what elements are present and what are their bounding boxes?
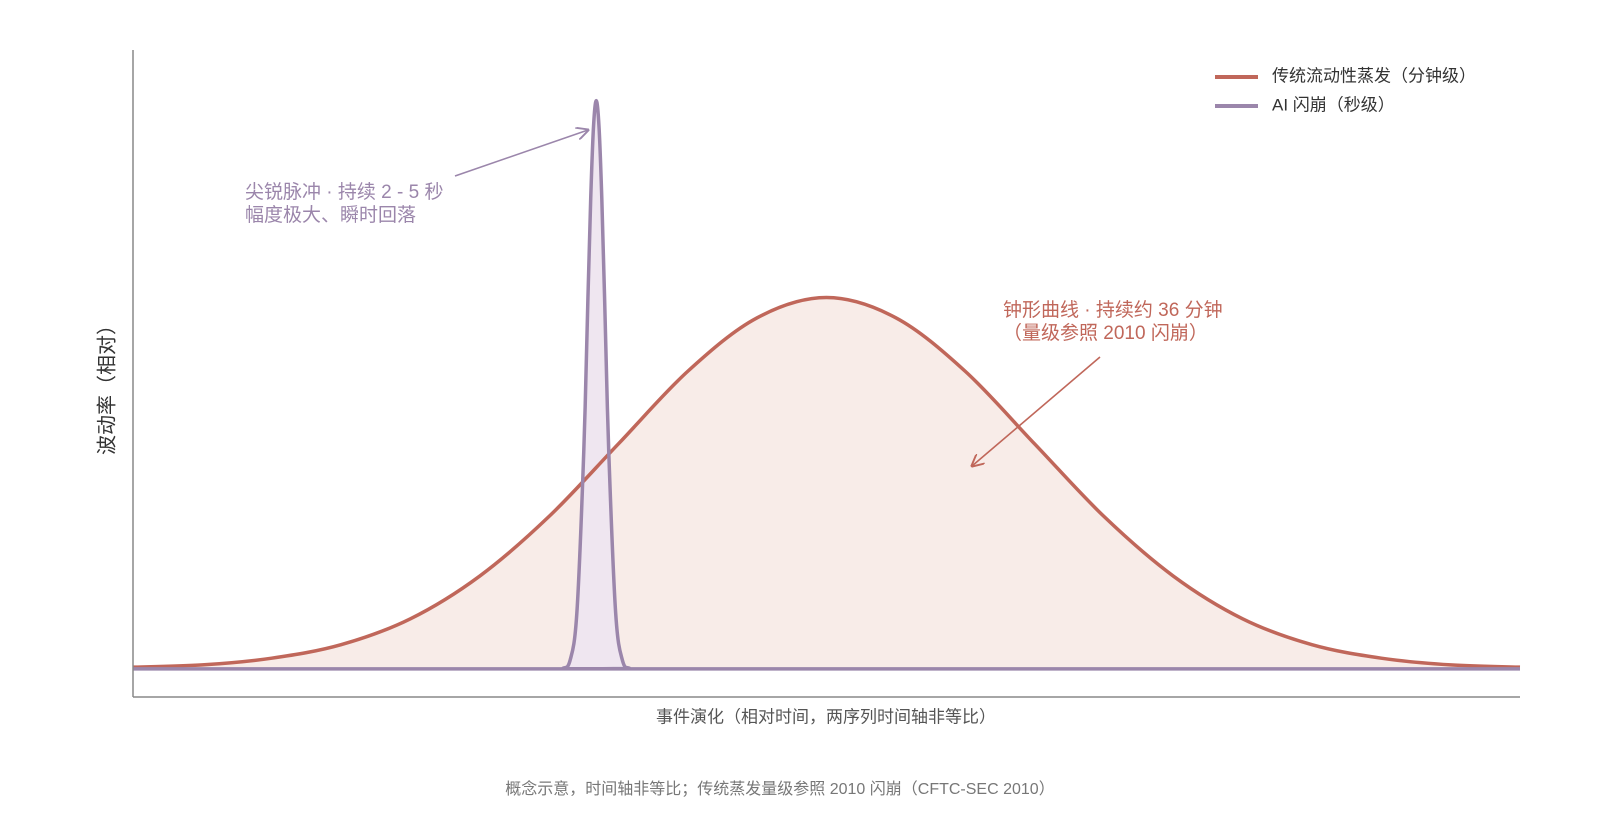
annotation: 钟形曲线 · 持续约 36 分钟 [1003,299,1223,321]
line [133,98,1520,671]
annotation: （量级参照 2010 闪崩） [1003,322,1208,344]
line [132,295,1521,669]
annotation-arrow [972,356,1101,466]
legend-label: 传统流动性蒸发（分钟级） [1272,66,1476,85]
area [133,297,1520,669]
footnote: 概念示意，时间轴非等比；传统蒸发量级参照 2010 闪崩（CFTC-SEC 20… [505,779,1054,798]
annotation-arrow [454,130,588,177]
annotation: 尖锐脉冲 · 持续 2 - 5 秒 [245,181,443,203]
legend-label: AI 闪崩（秒级） [1272,95,1395,114]
plot-area [132,98,1521,671]
y-axis-label: 波动率（相对） [95,315,118,455]
legend: 传统流动性蒸发（分钟级） AI 闪崩（秒级） [1215,66,1476,114]
annotation: 幅度极大、瞬时回落 [245,204,416,226]
x-axis-label: 事件演化（相对时间，两序列时间轴非等比） [656,707,996,726]
